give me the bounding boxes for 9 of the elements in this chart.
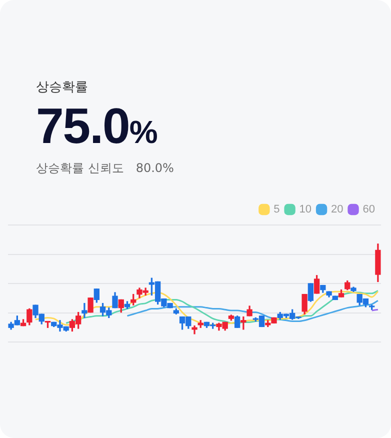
text: 상승확률: [36, 79, 89, 96]
text: 상승확률 신뢰도: [36, 161, 124, 175]
text: 75.0%: [36, 98, 157, 154]
legend-label: 20: [331, 204, 344, 216]
candlestick: [82, 302, 88, 318]
legend-label: 5: [274, 204, 280, 216]
legend-label: 60: [362, 204, 376, 216]
legend-label: 10: [299, 204, 312, 216]
text: 80.0%: [136, 161, 174, 175]
